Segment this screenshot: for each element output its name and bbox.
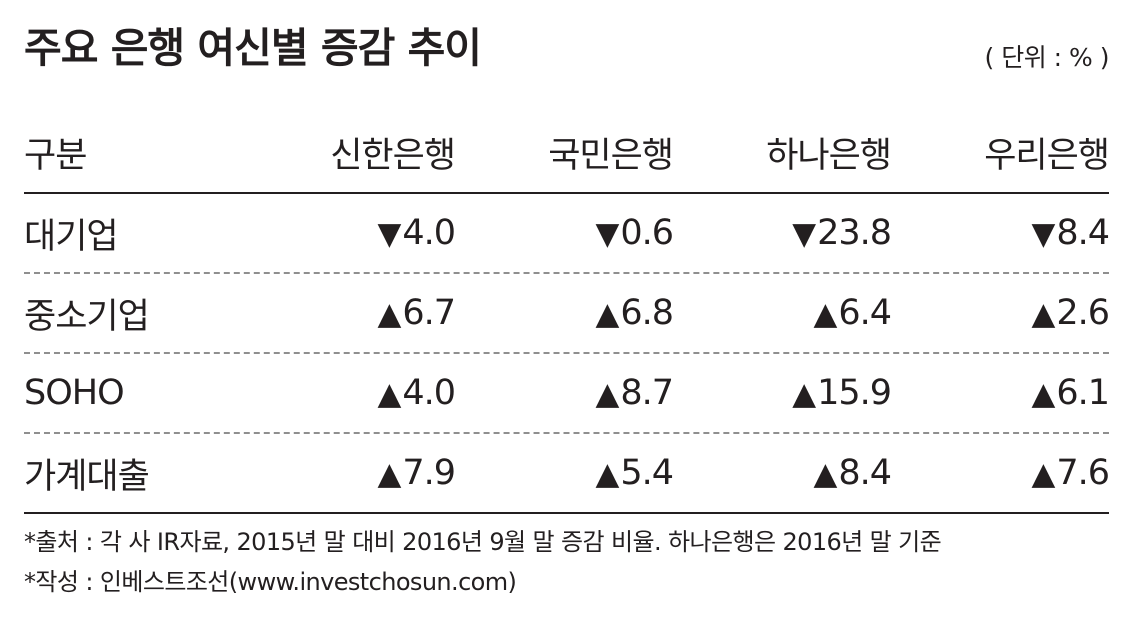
up-triangle-icon: ▲ (813, 456, 837, 492)
header-woori: 우리은행 (984, 135, 1109, 176)
table-header-row: 구분 신한은행 국민은행 하나은행 우리은행 (24, 112, 1109, 194)
value-number: 7.6 (1056, 453, 1109, 493)
value-number: 6.7 (402, 293, 455, 333)
table-row: SOHO ▲4.0 ▲8.7 ▲15.9 ▲6.1 (24, 354, 1109, 434)
up-triangle-icon: ▲ (595, 456, 619, 492)
row-label-sme: 중소기업 (24, 296, 150, 337)
up-triangle-icon: ▲ (377, 456, 401, 492)
value-cell: ▼0.6 (455, 213, 673, 253)
value-number: 6.8 (620, 293, 673, 333)
up-triangle-icon: ▲ (377, 296, 401, 332)
value-number: 5.4 (620, 453, 673, 493)
header-shinhan: 신한은행 (330, 135, 455, 176)
value-cell: ▼23.8 (673, 213, 891, 253)
up-triangle-icon: ▲ (1031, 376, 1055, 412)
up-triangle-icon: ▲ (1031, 456, 1055, 492)
value-number: 8.7 (620, 373, 673, 413)
value-cell: ▲7.9 (237, 453, 455, 493)
value-cell: ▲8.7 (455, 373, 673, 413)
value-number: 7.9 (402, 453, 455, 493)
up-triangle-icon: ▲ (813, 296, 837, 332)
up-triangle-icon: ▲ (792, 376, 816, 412)
value-cell: ▲6.1 (891, 373, 1109, 413)
value-cell: ▲6.4 (673, 293, 891, 333)
table-row: 중소기업 ▲6.7 ▲6.8 ▲6.4 ▲2.6 (24, 274, 1109, 354)
unit-label: ( 단위 : % ) (984, 43, 1110, 72)
value-number: 4.0 (402, 213, 455, 253)
value-cell: ▲7.6 (891, 453, 1109, 493)
value-cell: ▲6.7 (237, 293, 455, 333)
row-label-soho: SOHO (24, 373, 125, 413)
page-title: 주요 은행 여신별 증감 추이 (24, 24, 482, 72)
value-cell: ▲2.6 (891, 293, 1109, 333)
value-cell: ▼8.4 (891, 213, 1109, 253)
down-triangle-icon: ▼ (792, 216, 816, 252)
value-number: 2.6 (1056, 293, 1109, 333)
down-triangle-icon: ▼ (1031, 216, 1055, 252)
header-kookmin: 국민은행 (548, 135, 673, 176)
value-number: 8.4 (838, 453, 891, 493)
value-number: 4.0 (402, 373, 455, 413)
value-number: 6.4 (838, 293, 891, 333)
header-hana: 하나은행 (766, 135, 891, 176)
up-triangle-icon: ▲ (377, 376, 401, 412)
source-note: *출처 : 각 사 IR자료, 2015년 말 대비 2016년 9월 말 증감… (24, 528, 942, 556)
value-number: 15.9 (817, 373, 891, 413)
table-row: 대기업 ▼4.0 ▼0.6 ▼23.8 ▼8.4 (24, 194, 1109, 274)
value-number: 8.4 (1056, 213, 1109, 253)
footnotes: *출처 : 각 사 IR자료, 2015년 말 대비 2016년 9월 말 증감… (24, 522, 1114, 602)
value-number: 23.8 (817, 213, 891, 253)
down-triangle-icon: ▼ (595, 216, 619, 252)
header-category: 구분 (24, 135, 87, 176)
row-label-large-corp: 대기업 (24, 216, 119, 257)
value-cell: ▲5.4 (455, 453, 673, 493)
value-cell: ▲15.9 (673, 373, 891, 413)
author-note: *작성 : 인베스트조선(www.investchosun.com) (24, 568, 517, 596)
up-triangle-icon: ▲ (595, 376, 619, 412)
value-number: 0.6 (620, 213, 673, 253)
value-number: 6.1 (1056, 373, 1109, 413)
value-cell: ▼4.0 (237, 213, 455, 253)
data-table: 구분 신한은행 국민은행 하나은행 우리은행 대기업 ▼4.0 ▼0.6 ▼23… (24, 112, 1109, 514)
up-triangle-icon: ▲ (595, 296, 619, 332)
up-triangle-icon: ▲ (1031, 296, 1055, 332)
table-row: 가계대출 ▲7.9 ▲5.4 ▲8.4 ▲7.6 (24, 434, 1109, 514)
value-cell: ▲6.8 (455, 293, 673, 333)
value-cell: ▲8.4 (673, 453, 891, 493)
down-triangle-icon: ▼ (377, 216, 401, 252)
value-cell: ▲4.0 (237, 373, 455, 413)
row-label-household-loans: 가계대출 (24, 456, 150, 497)
